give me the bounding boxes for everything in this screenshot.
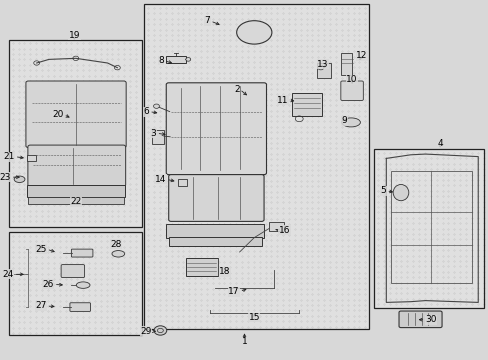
Ellipse shape: [14, 176, 25, 183]
Ellipse shape: [341, 118, 360, 127]
Text: 27: 27: [35, 302, 46, 310]
FancyBboxPatch shape: [61, 265, 84, 278]
Bar: [341, 53, 351, 75]
Bar: [292, 93, 321, 116]
Bar: [28, 197, 123, 204]
Circle shape: [154, 326, 166, 335]
Ellipse shape: [236, 21, 271, 44]
FancyBboxPatch shape: [340, 81, 363, 100]
Text: 25: 25: [35, 245, 46, 253]
Text: 8: 8: [158, 56, 163, 65]
Ellipse shape: [392, 185, 408, 201]
Circle shape: [153, 104, 159, 108]
Bar: [373, 149, 483, 308]
Text: 23: 23: [0, 173, 11, 181]
Text: 13: 13: [316, 59, 328, 68]
Bar: [168, 237, 261, 246]
Bar: [144, 4, 368, 329]
Bar: [390, 171, 471, 283]
Text: 7: 7: [204, 16, 210, 25]
Bar: [268, 222, 283, 231]
Text: 14: 14: [155, 175, 166, 184]
Text: 22: 22: [70, 197, 81, 206]
FancyBboxPatch shape: [70, 303, 90, 311]
Text: 17: 17: [227, 287, 239, 296]
Bar: [27, 155, 36, 161]
FancyBboxPatch shape: [166, 83, 266, 175]
FancyBboxPatch shape: [168, 175, 264, 221]
Bar: [9, 40, 142, 227]
Bar: [316, 63, 330, 78]
Bar: [373, 149, 483, 308]
Text: 16: 16: [278, 226, 290, 235]
FancyBboxPatch shape: [26, 81, 126, 148]
Bar: [28, 187, 121, 197]
Bar: [9, 40, 142, 227]
Text: 18: 18: [219, 267, 230, 276]
Text: 30: 30: [425, 315, 436, 324]
Text: 21: 21: [3, 152, 15, 161]
Text: 29: 29: [140, 327, 151, 336]
Ellipse shape: [76, 282, 90, 288]
Ellipse shape: [112, 251, 124, 257]
Text: 2: 2: [233, 85, 239, 94]
Bar: [9, 232, 142, 335]
Bar: [185, 258, 217, 276]
Bar: [9, 232, 142, 335]
Bar: [144, 4, 368, 329]
Bar: [151, 130, 163, 144]
Text: 1: 1: [241, 338, 247, 346]
Text: 19: 19: [68, 31, 80, 40]
Bar: [27, 185, 124, 197]
FancyBboxPatch shape: [71, 249, 93, 257]
FancyBboxPatch shape: [28, 145, 125, 186]
Text: 9: 9: [341, 116, 347, 125]
Text: 24: 24: [2, 270, 14, 279]
Text: 15: 15: [248, 313, 260, 322]
Text: 11: 11: [276, 96, 288, 105]
Text: 28: 28: [110, 240, 122, 248]
Text: 26: 26: [42, 280, 54, 289]
Bar: [178, 179, 187, 186]
Bar: [166, 224, 264, 238]
Text: 5: 5: [380, 186, 386, 195]
Text: 10: 10: [346, 76, 357, 85]
Text: 6: 6: [143, 107, 149, 116]
Text: 4: 4: [436, 139, 442, 148]
Text: 3: 3: [150, 129, 156, 138]
Bar: [166, 56, 185, 63]
FancyBboxPatch shape: [398, 311, 441, 328]
Text: 12: 12: [355, 51, 367, 60]
Text: 20: 20: [52, 110, 63, 119]
Circle shape: [185, 58, 190, 61]
